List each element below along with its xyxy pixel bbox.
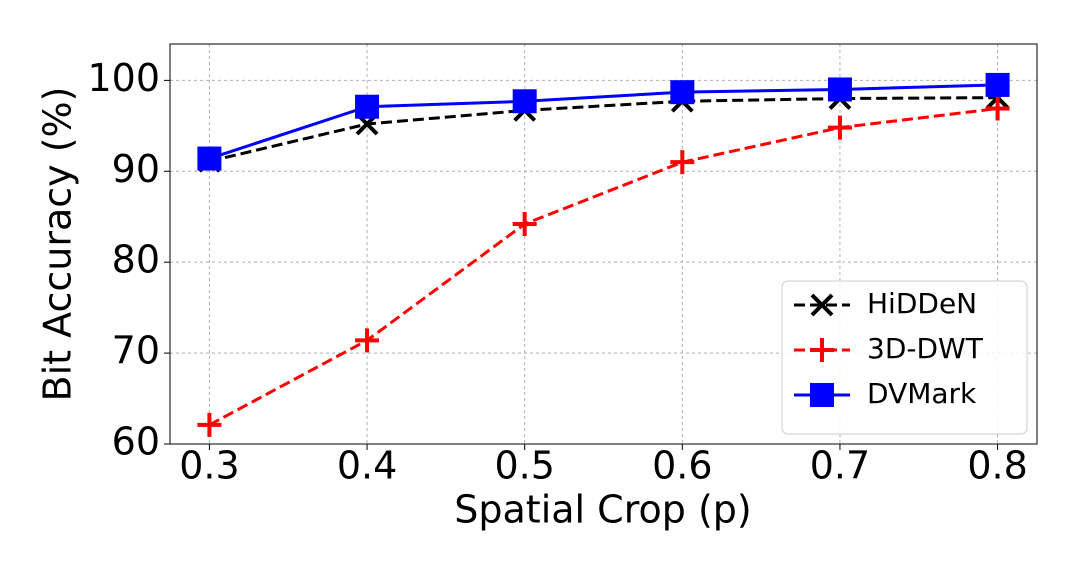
marker <box>512 212 537 236</box>
marker <box>827 77 852 102</box>
marker <box>985 96 1010 121</box>
series-line <box>208 107 998 427</box>
x-tick-label: 0.3 <box>179 444 239 488</box>
legend-label: HiDDeN <box>867 287 977 320</box>
y-tick-label: 80 <box>112 238 160 282</box>
marker <box>512 89 537 114</box>
marker <box>810 293 834 317</box>
x-tick-label: 0.8 <box>967 444 1027 488</box>
y-tick-label: 70 <box>112 329 160 373</box>
marker <box>670 150 695 175</box>
x-tick-label: 0.5 <box>494 444 554 488</box>
x-tick-label: 0.6 <box>652 444 712 488</box>
y-tick-label: 90 <box>112 147 160 191</box>
marker <box>355 328 380 353</box>
series-line <box>209 96 998 163</box>
x-tick-label: 0.7 <box>810 444 870 488</box>
y-axis-label: Bit Accuracy (%) <box>36 87 80 402</box>
x-tick-label: 0.4 <box>337 444 397 488</box>
marker <box>827 115 852 140</box>
marker <box>985 72 1010 97</box>
x-axis-label: Spatial Crop (p) <box>454 488 751 532</box>
plot-frame <box>169 43 1038 445</box>
y-tick-label: 100 <box>87 56 160 100</box>
marker <box>670 80 695 105</box>
marker <box>810 383 834 407</box>
marker <box>197 412 222 437</box>
marker <box>355 94 380 119</box>
marker <box>197 146 222 171</box>
y-tick-label: 60 <box>112 420 160 464</box>
legend-label: 3D-DWT <box>867 332 984 365</box>
marker <box>810 338 834 362</box>
series-line <box>208 83 998 160</box>
legend-label: DVMark <box>867 377 977 410</box>
